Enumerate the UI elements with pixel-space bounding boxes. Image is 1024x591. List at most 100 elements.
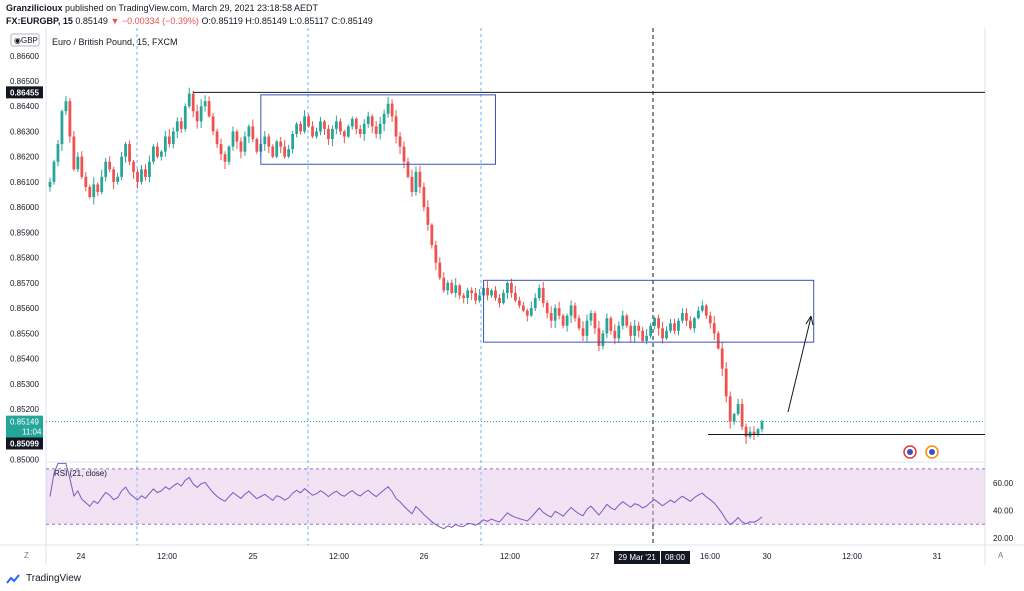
- candle-body: [199, 106, 203, 122]
- candle-body: [362, 123, 366, 134]
- candle-body: [677, 320, 680, 331]
- candle-body: [740, 403, 744, 427]
- x-tick-label: 24: [77, 552, 86, 561]
- candle-body: [279, 141, 283, 147]
- candle-body: [350, 118, 354, 127]
- candle-body: [462, 295, 466, 298]
- support-price-label: 0.85099: [10, 439, 39, 448]
- candle-body: [565, 315, 569, 326]
- rsi-label: RSI (21, close): [54, 469, 107, 478]
- candle-body: [502, 292, 505, 304]
- candle-body: [398, 136, 402, 147]
- candle-body: [689, 320, 692, 329]
- candle-body: [601, 333, 605, 346]
- candle-body: [506, 282, 509, 293]
- candle-body: [613, 330, 617, 339]
- candle-body: [187, 93, 191, 107]
- candle-body: [665, 330, 668, 339]
- candle-body: [112, 169, 116, 182]
- candle-body: [183, 106, 187, 129]
- candle-body: [744, 426, 748, 437]
- time-axis[interactable]: 24 12:00 25 12:00 26 12:00 27 16:00 30 12:00 31 29 …: [77, 551, 942, 564]
- y-tick-label: 0.85600: [10, 304, 39, 313]
- y-tick-label: 0.85700: [10, 279, 39, 288]
- candle-body: [685, 313, 688, 321]
- candle-body: [334, 121, 338, 129]
- candle-body: [466, 290, 470, 298]
- candle-body: [661, 328, 664, 339]
- x-tick-label: 12:00: [157, 552, 178, 561]
- rsi-pane[interactable]: 60.00 40.00 20.00: [46, 462, 1014, 543]
- drawings[interactable]: [193, 91, 985, 435]
- candle-body: [478, 295, 481, 301]
- y-tick-label: 0.85500: [10, 329, 39, 338]
- arrow-head-icon: [805, 315, 814, 326]
- range-box-1: [260, 94, 496, 165]
- candle-body: [474, 292, 478, 301]
- change-value: −0.00334 (−0.39%): [121, 16, 199, 26]
- projection-arrow: [787, 316, 812, 413]
- y-tick-label: 0.86600: [10, 52, 39, 61]
- candle-body: [291, 133, 295, 150]
- session-lines: [46, 28, 985, 545]
- candle-body: [486, 287, 489, 296]
- candle-body: [319, 121, 322, 132]
- candle-body: [108, 161, 112, 170]
- timezone-icon[interactable]: Z: [24, 551, 29, 560]
- candle-body: [148, 161, 151, 177]
- candle-body: [513, 292, 517, 301]
- symbol-label: FX:EURGBP, 15: [6, 16, 73, 26]
- candle-body: [386, 103, 390, 114]
- candle-body: [557, 308, 561, 316]
- candle-body: [239, 141, 243, 152]
- candle-body: [366, 116, 370, 124]
- change-arrow: ▼: [110, 16, 120, 26]
- candle-body: [692, 318, 696, 329]
- candle-body: [68, 101, 72, 137]
- candle-body: [442, 277, 446, 291]
- event-icon-1[interactable]: [903, 445, 917, 459]
- chart-canvas[interactable]: 0.86600 0.86500 0.86400 0.86300 0.86200 0.861…: [0, 0, 1024, 570]
- y-tick-label: 0.85900: [10, 228, 39, 237]
- candle-body: [553, 308, 557, 321]
- candle-body: [585, 320, 589, 336]
- candle-body: [346, 126, 350, 137]
- candle-body: [545, 303, 549, 314]
- crosshair-time-label: 08:00: [665, 553, 686, 562]
- candle-body: [267, 136, 271, 147]
- candle-body: [597, 328, 601, 346]
- candle-body: [159, 151, 163, 157]
- rsi-band: [46, 468, 985, 525]
- ohlc-line: FX:EURGBP, 15 0.85149 ▼ −0.00334 (−0.39%…: [6, 16, 373, 26]
- y-tick-label: 0.85000: [10, 455, 39, 464]
- auto-scale-icon[interactable]: A: [998, 551, 1004, 560]
- candle-body: [641, 330, 645, 341]
- candle-body: [394, 116, 398, 137]
- price-axis[interactable]: 0.86600 0.86500 0.86400 0.86300 0.86200 0.861…: [10, 52, 39, 465]
- candle-body: [88, 186, 92, 198]
- candle-body: [167, 136, 171, 145]
- candle-body: [724, 368, 728, 397]
- candle-body: [227, 146, 231, 162]
- candle-body: [163, 136, 167, 152]
- resistance-price-label: 0.86455: [10, 88, 39, 97]
- candle-body: [537, 287, 541, 298]
- candle-body: [128, 144, 131, 162]
- candle-body: [569, 305, 573, 316]
- candle-body: [223, 154, 227, 162]
- candle-body: [48, 181, 52, 187]
- candle-body: [72, 136, 76, 170]
- event-icon-2[interactable]: [925, 445, 939, 459]
- candle-body: [728, 396, 732, 422]
- candle-body: [708, 315, 712, 324]
- candle-body: [494, 290, 497, 298]
- candle-body: [454, 285, 458, 293]
- candle-body: [231, 131, 235, 147]
- candle-body: [458, 285, 462, 296]
- crosshair-time-bg: [661, 551, 690, 564]
- rsi-tick-label: 40.00: [993, 506, 1014, 515]
- candle-body: [331, 128, 334, 140]
- candle-body: [96, 184, 100, 193]
- currency-badge[interactable]: [10, 33, 40, 47]
- rsi-tick-label: 60.00: [993, 479, 1014, 488]
